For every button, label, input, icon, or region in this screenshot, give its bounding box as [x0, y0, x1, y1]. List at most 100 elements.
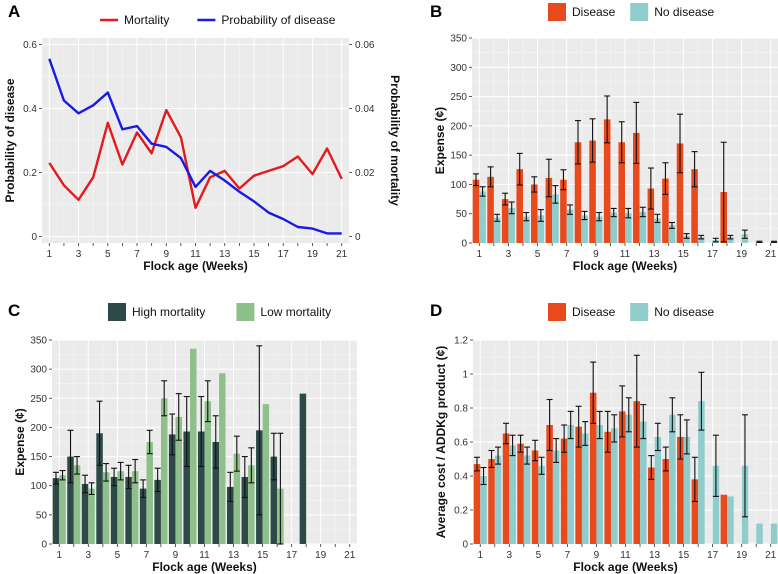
x-tick-label: 5: [115, 550, 121, 561]
x-tick-label: 15: [248, 249, 260, 260]
error-bar: [589, 118, 596, 163]
x-axis-title: Flock age (Weeks): [143, 259, 247, 273]
bar-high-mortality: [212, 442, 220, 544]
bar-low-mortality: [146, 442, 153, 544]
legend-label: Disease: [572, 5, 616, 19]
bar-high-mortality: [96, 433, 103, 544]
x-tick-label: 3: [507, 550, 513, 561]
bar-high-mortality: [168, 434, 176, 544]
legend-label: Low mortality: [260, 305, 331, 319]
bar-no-disease: [523, 216, 530, 243]
error-bar: [198, 395, 205, 468]
bar-no-disease: [596, 425, 603, 544]
bar-disease: [517, 443, 524, 544]
bar-no-disease: [697, 237, 705, 243]
legend-label: No disease: [654, 305, 714, 319]
x-tick-label: 9: [593, 249, 599, 260]
y2-tick-label: 0.06: [355, 40, 375, 51]
error-bar: [82, 474, 89, 494]
x-tick-label: 17: [707, 550, 719, 561]
y-tick-label: 0.8: [454, 404, 468, 415]
x-tick-label: 7: [144, 550, 150, 561]
y-tick-label: 0: [461, 239, 467, 250]
panel-letter: A: [8, 2, 20, 21]
error-bar: [575, 120, 582, 165]
error-bar: [59, 470, 66, 481]
error-bar: [161, 380, 168, 417]
y-axis-title: Expense (¢): [433, 107, 447, 174]
y-tick-label: 350: [30, 336, 47, 347]
legend-swatch: [630, 303, 649, 321]
x-tick-label: 13: [649, 550, 661, 561]
x-tick-label: 5: [105, 249, 111, 260]
error-bar: [140, 479, 147, 498]
x-axis-title: Flock age (Weeks): [152, 560, 256, 574]
error-bar: [270, 432, 277, 481]
x-tick-label: 13: [219, 249, 231, 260]
bar-disease: [501, 199, 509, 243]
error-bar: [619, 385, 626, 438]
y-tick-label: 200: [30, 423, 47, 434]
error-bar: [88, 482, 95, 496]
error-bar: [611, 414, 618, 443]
x-tick-label: 1: [56, 550, 62, 561]
y-axis-title: Expense (¢): [13, 408, 27, 475]
series-line-probability-of-disease: [48, 58, 342, 235]
bar-high-mortality: [139, 488, 147, 544]
error-bar: [727, 234, 734, 240]
y-tick-label: 0.4: [23, 104, 37, 115]
error-bar: [560, 169, 567, 191]
error-bar: [531, 176, 538, 193]
x-tick-label: 11: [199, 550, 210, 561]
error-bar: [741, 229, 748, 239]
panel-letter: C: [8, 301, 20, 320]
bar-low-mortality: [131, 471, 139, 544]
x-tick-label: 7: [134, 249, 140, 260]
bar-no-disease: [479, 191, 486, 243]
error-bar: [154, 467, 161, 493]
y-tick-label: 100: [30, 481, 47, 492]
error-bar: [175, 393, 182, 441]
bar-no-disease: [523, 455, 531, 544]
bar-low-mortality: [175, 416, 182, 544]
legend-label: Probability of disease: [221, 13, 335, 27]
bar-no-disease: [756, 523, 763, 544]
y2-tick-label: 0.02: [355, 168, 375, 179]
bar-high-mortality: [241, 476, 249, 544]
legend-label: Disease: [572, 305, 616, 319]
x-tick-label: 19: [736, 550, 748, 561]
bar-disease: [502, 433, 510, 544]
y-tick-label: 0: [462, 540, 468, 551]
y-tick-label: 150: [450, 151, 467, 162]
x-tick-label: 21: [336, 249, 348, 260]
bar-no-disease: [668, 225, 676, 243]
bar-no-disease: [727, 237, 734, 243]
bar-disease: [677, 436, 684, 544]
bar-disease: [472, 179, 480, 243]
error-bar: [552, 185, 559, 204]
error-bar: [582, 421, 589, 446]
y-axis-title: Average cost / ADDKg product (¢): [434, 346, 448, 538]
y-tick-label: 0.4: [454, 472, 468, 483]
legend: Disease No disease: [548, 303, 715, 321]
bar-disease: [662, 178, 669, 243]
bar-disease: [560, 179, 567, 243]
error-bar: [581, 210, 588, 221]
error-bar: [756, 240, 763, 243]
error-bar: [524, 446, 531, 465]
error-bar: [712, 237, 719, 243]
error-bar: [532, 439, 539, 462]
panel-letter: D: [430, 301, 442, 320]
bar-disease: [662, 459, 670, 544]
y2-tick-label: 0: [355, 232, 361, 243]
error-bar: [640, 404, 647, 440]
bar-no-disease: [480, 476, 487, 544]
legend-swatch: [548, 3, 566, 21]
error-bar: [227, 471, 234, 503]
error-bar: [698, 371, 705, 431]
bar-disease: [676, 143, 684, 243]
error-bar: [654, 213, 661, 224]
bar-disease: [516, 169, 523, 243]
